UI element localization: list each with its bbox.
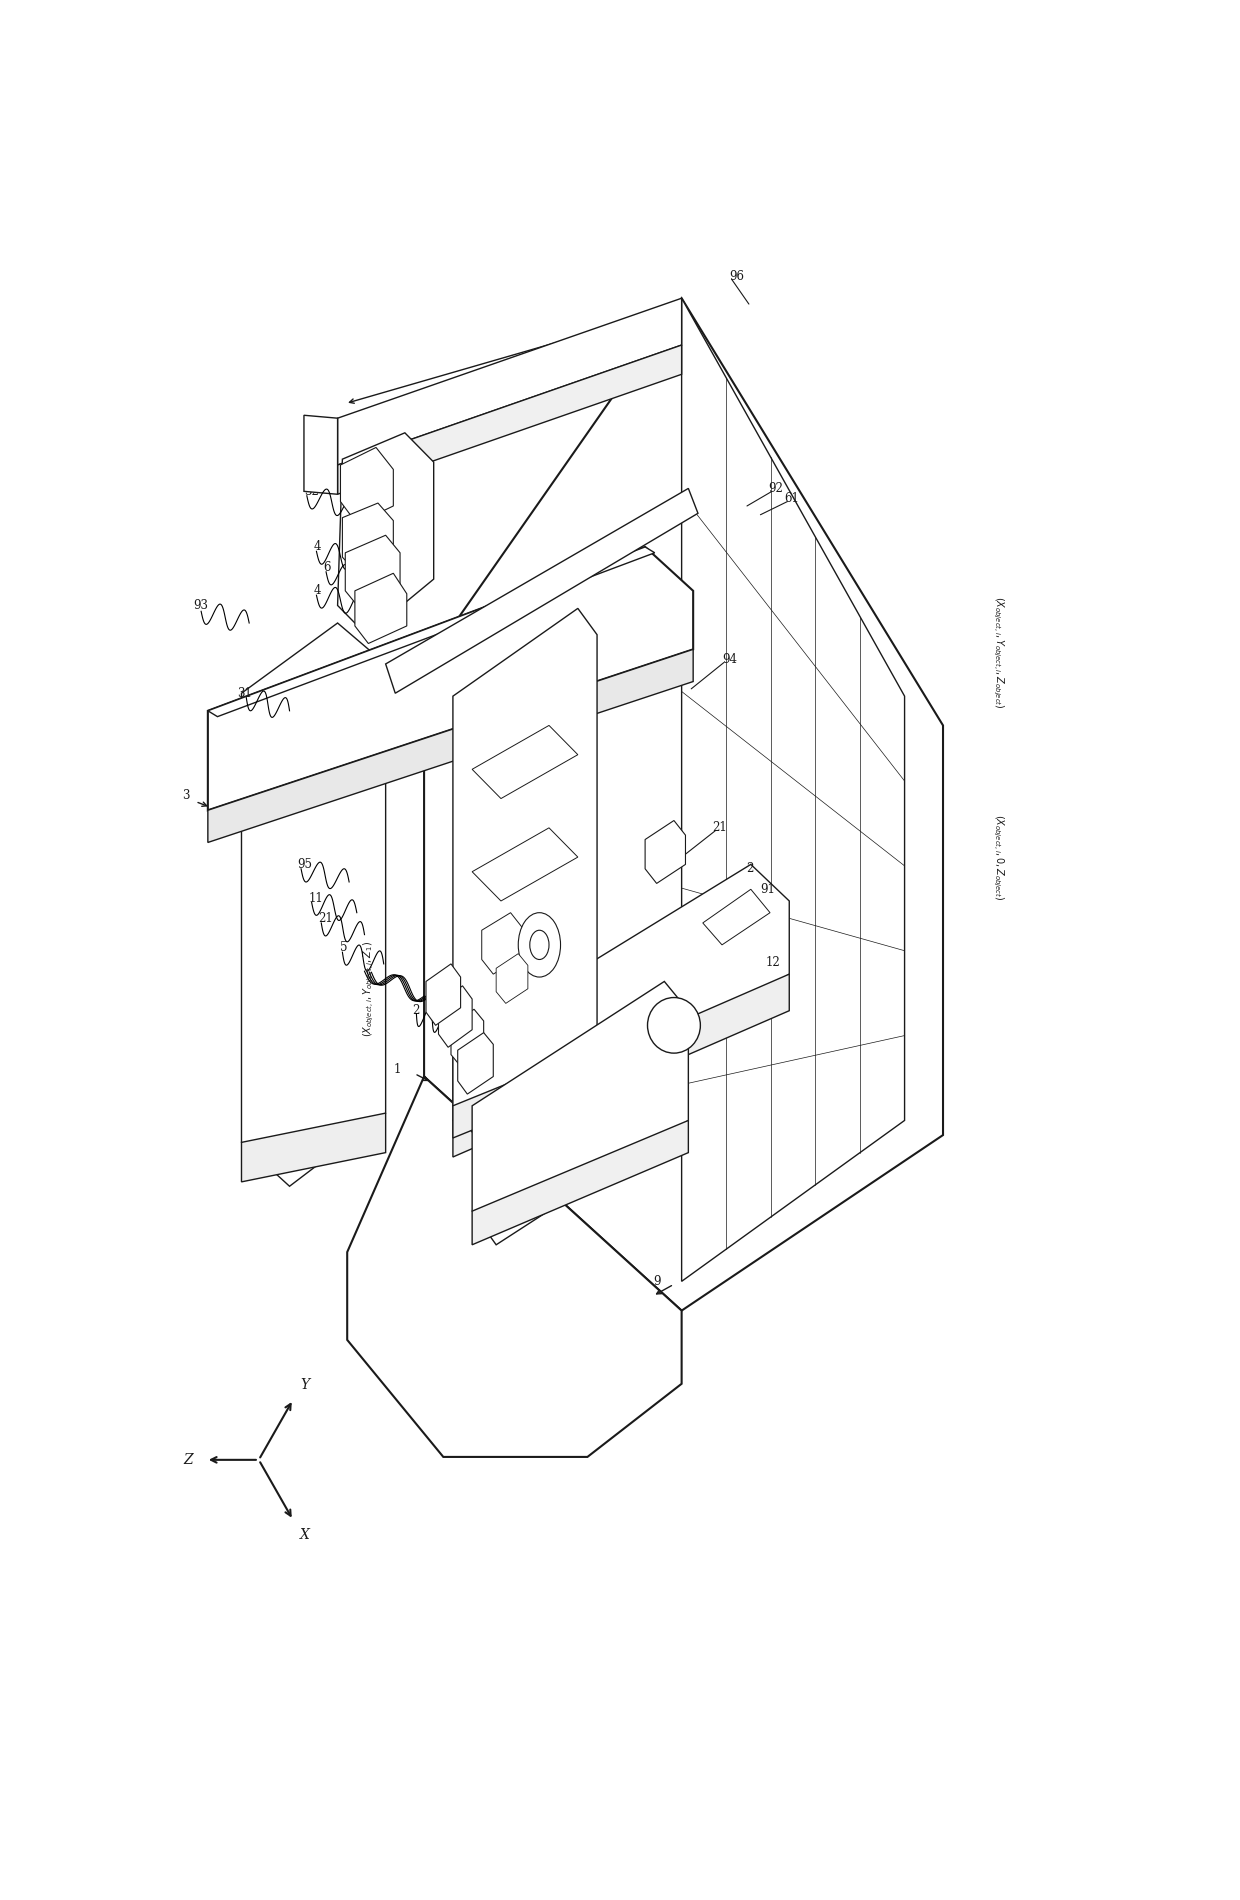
Polygon shape xyxy=(472,726,578,798)
Text: 9: 9 xyxy=(652,1275,660,1288)
Polygon shape xyxy=(304,416,337,494)
Polygon shape xyxy=(242,623,386,1186)
Polygon shape xyxy=(453,975,789,1157)
Text: $(X_{object,i}, 0, Z_{object})$: $(X_{object,i}, 0, Z_{object})$ xyxy=(991,813,1006,901)
Polygon shape xyxy=(424,298,942,1311)
Polygon shape xyxy=(496,954,528,1003)
Polygon shape xyxy=(458,1034,494,1094)
Text: 94: 94 xyxy=(722,654,737,667)
Polygon shape xyxy=(682,298,905,1281)
Text: 21: 21 xyxy=(712,821,727,834)
Polygon shape xyxy=(645,821,686,884)
Polygon shape xyxy=(453,1047,596,1138)
Circle shape xyxy=(529,931,549,960)
Text: 1: 1 xyxy=(393,1062,401,1075)
Polygon shape xyxy=(427,963,460,1026)
Text: 92: 92 xyxy=(768,483,782,494)
Polygon shape xyxy=(472,828,578,901)
Polygon shape xyxy=(208,547,655,716)
Text: Z: Z xyxy=(184,1454,193,1467)
Polygon shape xyxy=(472,982,688,1244)
Polygon shape xyxy=(453,608,596,1132)
Text: 12: 12 xyxy=(765,956,780,969)
Text: 4: 4 xyxy=(314,540,321,553)
Polygon shape xyxy=(345,536,401,608)
Text: 5: 5 xyxy=(340,940,347,954)
Polygon shape xyxy=(453,864,789,1157)
Polygon shape xyxy=(337,433,434,635)
Text: 32: 32 xyxy=(304,484,319,498)
Polygon shape xyxy=(703,889,770,944)
Text: Y: Y xyxy=(300,1378,309,1393)
Text: $Z_1$: $Z_1$ xyxy=(577,1172,593,1186)
Polygon shape xyxy=(337,298,682,466)
Text: 96: 96 xyxy=(729,270,745,283)
Polygon shape xyxy=(481,912,522,975)
Circle shape xyxy=(518,912,560,977)
Polygon shape xyxy=(342,504,393,574)
Polygon shape xyxy=(347,1077,682,1457)
Polygon shape xyxy=(341,448,393,524)
Text: 31: 31 xyxy=(237,686,252,699)
Text: 11: 11 xyxy=(309,891,324,904)
Text: $(X_{object,i}, Y_{object,i}, Z_1)$: $(X_{object,i}, Y_{object,i}, Z_1)$ xyxy=(362,940,376,1037)
Polygon shape xyxy=(439,986,472,1047)
Text: X: X xyxy=(300,1528,310,1541)
Text: 95: 95 xyxy=(298,859,312,870)
Polygon shape xyxy=(451,1009,484,1066)
Text: 91: 91 xyxy=(760,884,775,895)
Polygon shape xyxy=(337,346,682,494)
Text: 93: 93 xyxy=(193,598,208,612)
Polygon shape xyxy=(386,488,698,694)
Text: 61: 61 xyxy=(785,492,800,505)
Polygon shape xyxy=(242,1113,386,1182)
Text: $(X_{object,i}, Y_{object,i}, Z_{object})$: $(X_{object,i}, Y_{object,i}, Z_{object}… xyxy=(991,597,1006,709)
Text: $Z_2$: $Z_2$ xyxy=(507,357,523,372)
Text: 4: 4 xyxy=(314,585,321,597)
Polygon shape xyxy=(208,650,693,842)
Text: 2: 2 xyxy=(413,1005,420,1016)
Text: 2: 2 xyxy=(746,863,754,876)
Text: 6: 6 xyxy=(324,560,331,574)
Polygon shape xyxy=(472,1121,688,1244)
Polygon shape xyxy=(208,547,693,809)
Polygon shape xyxy=(355,574,407,644)
Text: 21: 21 xyxy=(319,912,334,925)
Ellipse shape xyxy=(647,998,701,1053)
Text: 3: 3 xyxy=(182,788,190,802)
